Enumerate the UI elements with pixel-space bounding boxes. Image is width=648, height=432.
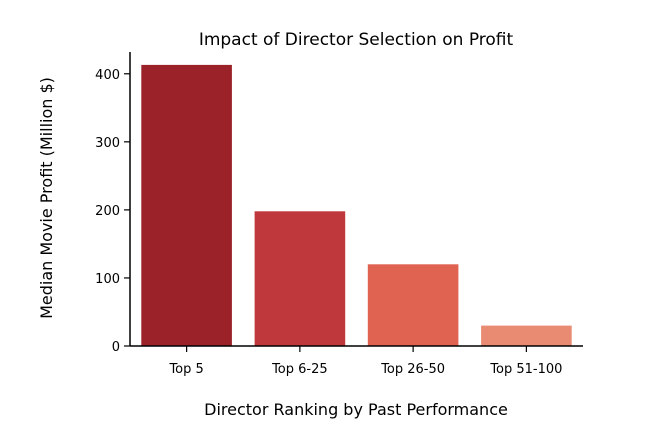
bar-1 bbox=[141, 64, 232, 347]
x-tick-label: Top 5 bbox=[168, 362, 203, 377]
y-tick-label: 0 bbox=[112, 340, 120, 355]
y-tick-label: 400 bbox=[95, 68, 120, 83]
x-tick-label: Top 6-25 bbox=[271, 362, 328, 377]
y-axis-label: Median Movie Profit (Million $) bbox=[37, 77, 56, 319]
bar-3 bbox=[367, 264, 459, 346]
bar-2 bbox=[254, 211, 346, 347]
y-tick-label: 200 bbox=[95, 204, 120, 219]
y-tick-label: 300 bbox=[95, 136, 120, 151]
x-tick-label: Top 26-50 bbox=[380, 362, 445, 377]
bar-4 bbox=[481, 325, 572, 346]
y-tick-label: 100 bbox=[95, 272, 120, 287]
x-tick-label: Top 51-100 bbox=[489, 362, 562, 377]
x-axis-label: Director Ranking by Past Performance bbox=[204, 400, 508, 419]
chart-title: Impact of Director Selection on Profit bbox=[199, 30, 514, 50]
plot-area: Top 5 Top 6-25 Top 26-50 Top 51-100 0 100 200 3… bbox=[95, 52, 583, 377]
